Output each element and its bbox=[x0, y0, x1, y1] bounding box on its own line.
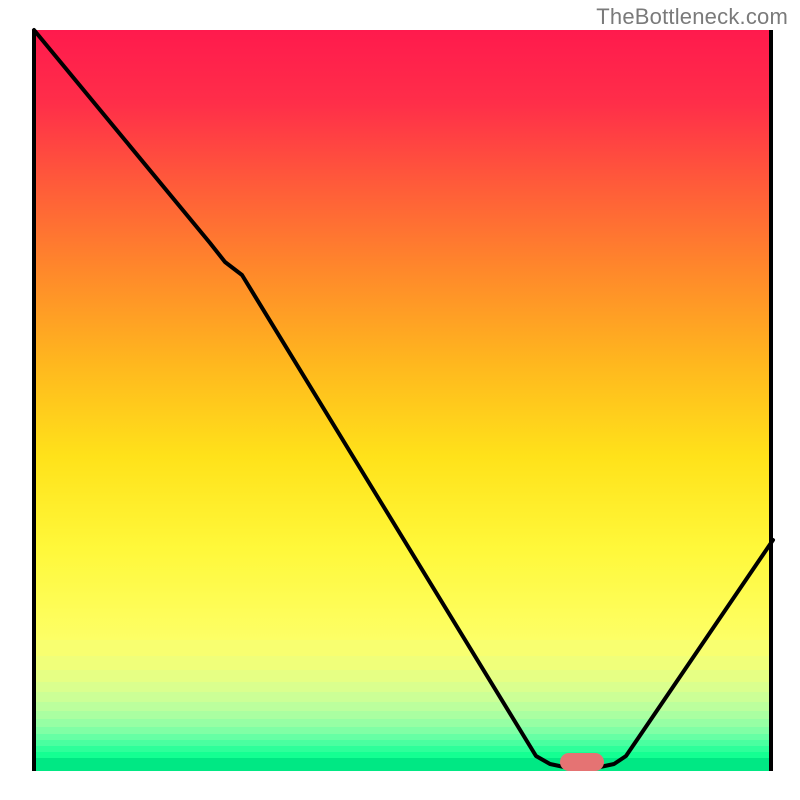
optimal-marker bbox=[560, 753, 604, 771]
watermark-text: TheBottleneck.com bbox=[596, 4, 788, 30]
bottleneck-curve bbox=[0, 0, 800, 800]
